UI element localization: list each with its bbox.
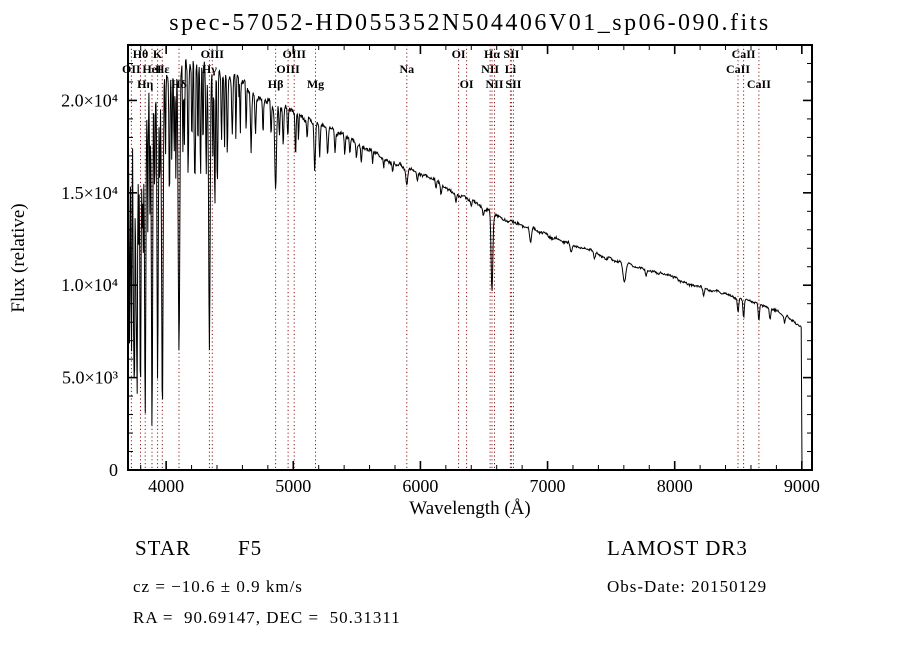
object-class-label: STAR <box>135 536 191 560</box>
marker-label-CaII: CaII <box>732 47 756 61</box>
marker-label-OI: OI <box>452 47 466 61</box>
marker-label-CaII: CaII <box>726 62 750 76</box>
marker-label-Hδ: Hδ <box>171 77 187 91</box>
y-tick-label: 0 <box>109 460 118 480</box>
x-tick-label: 7000 <box>530 476 566 496</box>
marker-label-OIII: OIII <box>283 47 307 61</box>
marker-label-Hη: Hη <box>137 77 153 91</box>
marker-label-OI: OI <box>460 77 474 91</box>
marker-label-SII: SII <box>503 47 519 61</box>
y-tick-label: 5.0×10³ <box>62 368 119 388</box>
marker-label-Hα: Hα <box>484 47 500 61</box>
marker-label-Mg: Mg <box>307 77 324 91</box>
obs-date-label: Obs-Date: 20150129 <box>607 577 768 596</box>
x-tick-label: 9000 <box>784 476 820 496</box>
marker-label-Hε: Hε <box>155 62 169 76</box>
y-tick-label: 2.0×10⁴ <box>61 90 118 110</box>
x-tick-label: 5000 <box>275 476 311 496</box>
radial-velocity-label: cz = −10.6 ± 0.9 km/s <box>133 577 303 596</box>
marker-label-SII: SII <box>505 77 521 91</box>
object-subclass-label: F5 <box>238 536 263 560</box>
x-tick-label: 8000 <box>657 476 693 496</box>
marker-label-Hγ: Hγ <box>202 62 217 76</box>
x-tick-label: 4000 <box>148 476 184 496</box>
x-axis-label: Wavelength (Å) <box>409 498 530 519</box>
plot-title: spec-57052-HD055352N504406V01_sp06-090.f… <box>169 10 770 36</box>
marker-label-HeI: HeI <box>142 62 162 76</box>
marker-label-OIII: OIII <box>201 47 225 61</box>
x-tick-label: 6000 <box>402 476 438 496</box>
spectrum-trace <box>127 59 803 468</box>
axes-frame: 4000 5000 6000 7000 8000 9000 0 5.0×10³ 1.0×10⁴ 1… <box>61 44 820 496</box>
marker-label-Hβ: Hβ <box>268 77 284 91</box>
plot-border <box>127 44 813 471</box>
marker-label-OII: OII <box>122 62 141 76</box>
y-tick-label: 1.0×10⁴ <box>61 275 118 295</box>
marker-label-OIII: OIII <box>276 62 300 76</box>
marker-label-K: K <box>153 47 163 61</box>
marker-label-Na: Na <box>399 62 414 76</box>
marker-label-CaII: CaII <box>747 77 771 91</box>
spectral-line-markers <box>130 45 760 470</box>
spectrum-polyline <box>127 59 803 468</box>
spectrum-plot: spec-57052-HD055352N504406V01_sp06-090.f… <box>8 10 820 519</box>
marker-label-Hθ: Hθ <box>133 47 149 61</box>
coordinates-label: RA = 90.69147, DEC = 50.31311 <box>133 608 401 627</box>
marker-label-Li: Li <box>505 62 517 76</box>
y-tick-label: 1.5×10⁴ <box>61 183 118 203</box>
marker-label-NII: NII <box>485 77 503 91</box>
marker-label-NII: NII <box>481 62 499 76</box>
survey-label: LAMOST DR3 <box>607 536 748 560</box>
y-axis-label: Flux (relative) <box>8 203 29 312</box>
